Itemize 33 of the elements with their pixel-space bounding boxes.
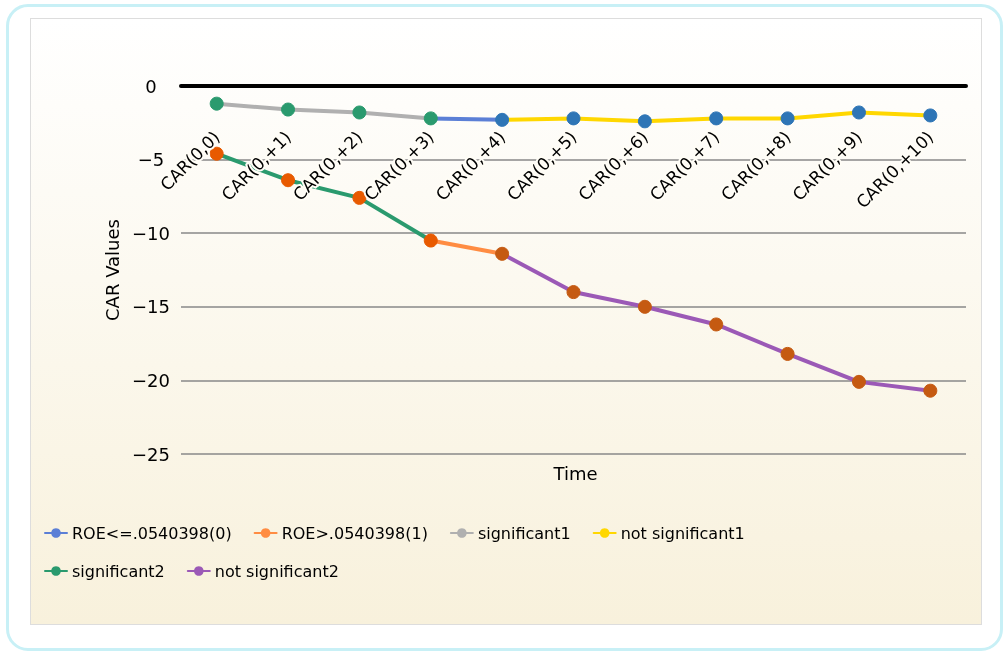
y-axis-title: CAR Values [101,219,123,321]
point [637,114,652,129]
y-tick-label: −25 [132,443,170,465]
point [352,105,367,120]
point [923,383,938,398]
point [423,233,438,248]
x-axis-title: Time [552,462,598,484]
point [780,346,795,361]
legend-label: not significant2 [214,561,339,581]
point [495,246,510,261]
point [709,317,724,332]
point [851,374,866,389]
legend-label: ROE<=.0540398(0) [72,523,232,543]
point [923,108,938,123]
point [637,299,652,314]
y-tick-label: −10 [132,222,170,244]
legend-label: not significant1 [620,523,745,543]
y-tick-label: −15 [132,296,170,318]
point [709,111,724,126]
point [281,102,296,117]
point [566,285,581,300]
y-tick-label: −20 [132,369,170,391]
point [423,111,438,126]
point [495,112,510,127]
legend-label: ROE>.0540398(1) [281,523,428,543]
y-tick-label: −5 [137,149,165,171]
point [851,105,866,120]
point [566,111,581,126]
point [209,96,224,111]
y-tick-label: 0 [145,75,157,97]
legend-label: significant2 [72,561,165,581]
legend-label: significant1 [477,523,571,543]
point [780,111,795,126]
